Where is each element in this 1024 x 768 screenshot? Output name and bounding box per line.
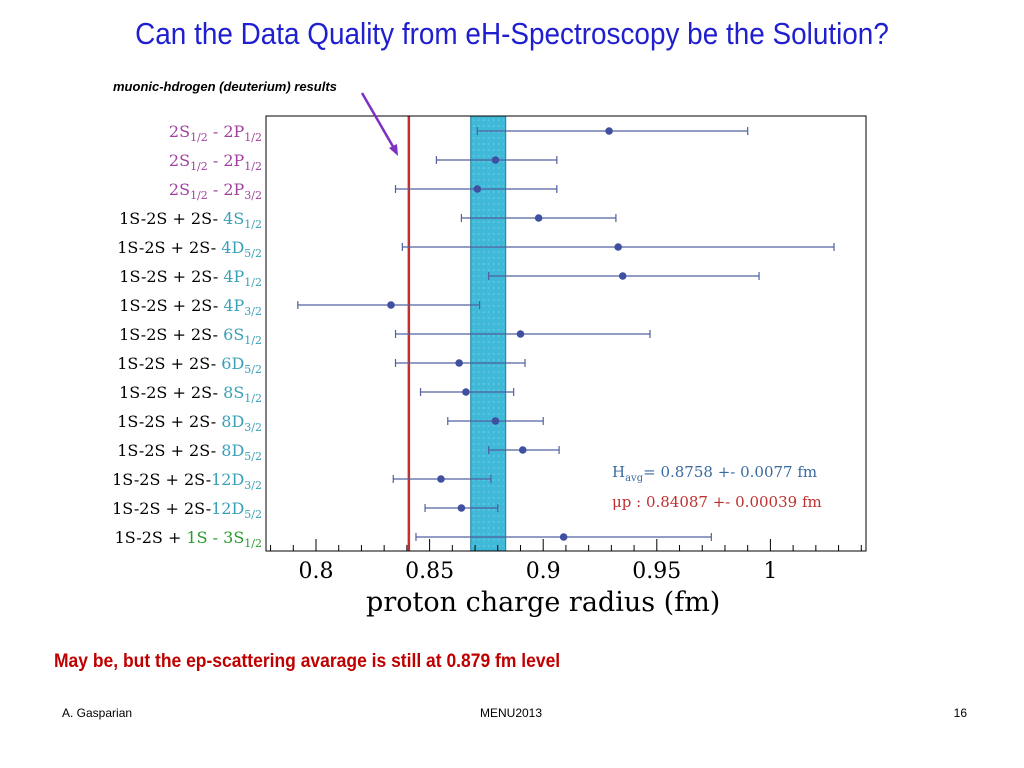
row-label-sub: 3/2 xyxy=(244,305,262,318)
row-label-sub: 1/2 xyxy=(190,189,208,202)
footer-author: A. Gasparian xyxy=(62,706,133,720)
row-label-main: 4D xyxy=(221,238,244,257)
row-label: 2S1/2 - 2P1/2 xyxy=(169,122,262,144)
row-label-mid: - 2P xyxy=(208,180,245,199)
row-label-prefix: 1S-2S + 2S- xyxy=(117,441,221,460)
x-tick-label: 0.9 xyxy=(526,559,561,584)
row-label-main: 1S - 3S xyxy=(186,528,244,547)
row-label: 1S-2S + 2S-12D5/2 xyxy=(112,499,262,521)
h-avg-legend-value: = 0.8758 +- 0.0077 fm xyxy=(643,463,817,481)
row-label: 1S-2S + 2S- 6D5/2 xyxy=(117,354,262,376)
row-label-prefix: 1S-2S + 2S- xyxy=(117,354,221,373)
data-point xyxy=(614,243,622,251)
data-point xyxy=(491,417,500,425)
data-point xyxy=(491,156,500,164)
row-label-sub: 5/2 xyxy=(244,363,262,376)
row-label-main: 4S xyxy=(223,209,244,228)
row-label-sub2: 1/2 xyxy=(244,131,262,144)
row-label-sub: 5/2 xyxy=(244,450,262,463)
row-label-main: 2S xyxy=(169,122,190,141)
row-label: 1S-2S + 2S- 8D3/2 xyxy=(117,412,262,434)
row-label-sub2: 3/2 xyxy=(244,189,262,202)
row-label-prefix: 1S-2S + 2S- xyxy=(119,383,223,402)
row-label: 2S1/2 - 2P3/2 xyxy=(169,180,262,202)
row-label-sub: 1/2 xyxy=(244,334,262,347)
row-label: 1S-2S + 2S- 4P3/2 xyxy=(119,296,262,318)
footer-conference: MENU2013 xyxy=(480,706,543,720)
footer-page-number: 16 xyxy=(953,706,967,720)
row-label: 1S-2S + 2S- 4D5/2 xyxy=(117,238,262,260)
data-point xyxy=(457,504,466,512)
h-avg-legend-main: H xyxy=(612,463,625,481)
row-label-mid: - 2P xyxy=(208,122,245,141)
data-point xyxy=(387,301,395,309)
row-label-sub: 5/2 xyxy=(244,247,262,260)
row-label-sub: 5/2 xyxy=(244,508,262,521)
x-tick-label: 0.8 xyxy=(299,559,334,584)
row-label-main: 2S xyxy=(169,151,190,170)
row-label: 1S-2S + 2S- 8S1/2 xyxy=(119,383,262,405)
row-label-sub: 3/2 xyxy=(244,421,262,434)
row-label-main: 4P xyxy=(223,267,244,286)
data-point xyxy=(518,446,527,454)
row-label: 1S-2S + 1S - 3S1/2 xyxy=(115,528,262,550)
row-label-sub: 1/2 xyxy=(244,218,262,231)
row-label-main: 6D xyxy=(221,354,244,373)
annotation-arrow-head xyxy=(389,144,398,156)
row-label-sub: 1/2 xyxy=(190,160,208,173)
data-point xyxy=(559,533,568,541)
row-label-prefix: 1S-2S + xyxy=(115,528,187,547)
row-label-main: 4P xyxy=(223,296,244,315)
x-tick-label: 0.85 xyxy=(405,559,454,584)
row-label-main: 8D xyxy=(221,441,244,460)
row-label-sub: 3/2 xyxy=(244,479,262,492)
data-point xyxy=(534,214,543,222)
row-label-main: 12D xyxy=(211,470,244,489)
row-label-prefix: 1S-2S + 2S- xyxy=(117,412,221,431)
row-label-prefix: 1S-2S + 2S- xyxy=(119,267,223,286)
row-label-main: 12D xyxy=(211,499,244,518)
row-label: 1S-2S + 2S-12D3/2 xyxy=(112,470,262,492)
x-tick-label: 1 xyxy=(763,559,777,584)
row-label-sub: 1/2 xyxy=(190,131,208,144)
annotation-arrow xyxy=(360,92,397,151)
row-label: 1S-2S + 2S- 8D5/2 xyxy=(117,441,262,463)
data-point xyxy=(605,127,613,135)
row-label-prefix: 1S-2S + 2S- xyxy=(119,209,223,228)
row-label-main: 6S xyxy=(223,325,244,344)
row-label-main: 8S xyxy=(223,383,244,402)
row-label-main: 2S xyxy=(169,180,190,199)
row-label: 2S1/2 - 2P1/2 xyxy=(169,151,262,173)
data-point xyxy=(462,388,470,396)
row-label-sub2: 1/2 xyxy=(244,160,262,173)
x-axis-label: proton charge radius (fm) xyxy=(366,587,720,618)
data-point xyxy=(437,475,445,483)
row-label-prefix: 1S-2S + 2S- xyxy=(117,238,221,257)
data-point xyxy=(618,272,627,280)
slide-title: Can the Data Quality from eH-Spectroscop… xyxy=(135,16,889,51)
muonic-annotation: muonic-hdrogen (deuterium) results xyxy=(113,79,337,94)
row-label-main: 8D xyxy=(221,412,244,431)
row-label-prefix: 1S-2S + 2S- xyxy=(119,296,223,315)
conclusion-text: May be, but the ep-scattering avarage is… xyxy=(54,651,561,672)
row-label: 1S-2S + 2S- 6S1/2 xyxy=(119,325,262,347)
h-avg-legend-sub: avg xyxy=(625,473,644,484)
data-point xyxy=(516,330,525,338)
data-point xyxy=(473,185,482,193)
x-tick-label: 0.95 xyxy=(632,559,681,584)
row-label-mid: - 2P xyxy=(208,151,245,170)
row-label: 1S-2S + 2S- 4P1/2 xyxy=(119,267,262,289)
muonic-legend: μp : 0.84087 +- 0.00039 fm xyxy=(612,493,822,511)
row-label-sub: 1/2 xyxy=(244,392,262,405)
row-label-prefix: 1S-2S + 2S- xyxy=(112,499,211,518)
row-label: 1S-2S + 2S- 4S1/2 xyxy=(119,209,262,231)
data-point xyxy=(455,359,463,367)
h-avg-legend: Havg= 0.8758 +- 0.0077 fm xyxy=(612,463,817,484)
row-label-sub: 1/2 xyxy=(244,537,262,550)
row-label-sub: 1/2 xyxy=(244,276,262,289)
row-label-prefix: 1S-2S + 2S- xyxy=(119,325,223,344)
row-label-prefix: 1S-2S + 2S- xyxy=(112,470,211,489)
